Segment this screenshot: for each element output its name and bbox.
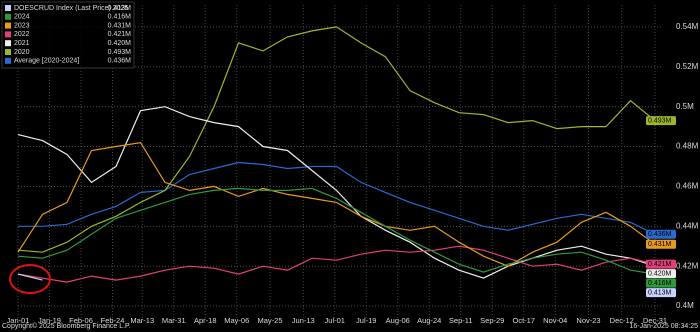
- x-tick-label: Mar-13: [130, 316, 154, 325]
- x-tick-label: Feb-24: [101, 316, 125, 325]
- x-tick-label: May-06: [224, 316, 249, 325]
- series-line: [17, 141, 656, 267]
- value-tag-label: 0.421M: [648, 261, 672, 268]
- y-tick-label: 0.42M: [676, 261, 699, 270]
- x-tick-label: Dec-12: [610, 316, 634, 325]
- legend-swatch: [5, 22, 11, 29]
- x-tick-label: Jun-13: [292, 316, 315, 325]
- legend-label: DOESCRUD Index (Last Price) 2025: [14, 5, 128, 12]
- legend-box: [1, 1, 135, 69]
- series-line: [17, 26, 656, 253]
- y-tick-label: 0.4M: [676, 301, 694, 310]
- x-tick-label: Oct-17: [512, 316, 535, 325]
- x-tick-label: Nov-23: [576, 316, 600, 325]
- highlight-circle: [9, 264, 51, 294]
- y-tick-label: 0.5M: [676, 102, 694, 111]
- value-tag: [646, 278, 676, 288]
- value-tag: [646, 116, 676, 126]
- series-line: [17, 245, 656, 283]
- value-tag-label: 0.416M: [648, 280, 672, 287]
- y-tick-label: 0.46M: [676, 182, 699, 191]
- series-line: [18, 161, 656, 235]
- value-tag: [646, 288, 676, 298]
- x-tick-label: Jul-01: [325, 316, 345, 325]
- legend-swatch: [5, 40, 11, 47]
- x-tick-label: Nov-04: [543, 316, 567, 325]
- legend-label: Average [2020-2024]: [14, 58, 79, 65]
- legend-value: 0.493M: [108, 49, 132, 56]
- legend-label: 2024: [14, 14, 30, 21]
- value-tag: [646, 239, 676, 249]
- x-tick-label: Mar-31: [162, 316, 186, 325]
- legend-value: 0.420M: [108, 40, 132, 47]
- x-tick-label: Apr-18: [194, 316, 217, 325]
- legend-swatch: [5, 31, 11, 38]
- legend-swatch: [5, 57, 11, 64]
- legend-value: 0.416M: [108, 14, 132, 21]
- series-line: [17, 187, 656, 275]
- legend-swatch: [5, 13, 11, 20]
- legend-label: 2020: [14, 49, 30, 56]
- legend-value: 0.413M: [108, 5, 132, 12]
- legend-swatch: [5, 49, 11, 55]
- x-tick-label: Dec-31: [643, 316, 667, 325]
- x-tick-label: Aug-06: [386, 316, 410, 325]
- x-tick-label: Aug-24: [417, 316, 441, 325]
- value-tag-label: 0.493M: [648, 117, 672, 124]
- value-tag-label: 0.431M: [648, 241, 672, 248]
- y-tick-label: 0.54M: [676, 22, 699, 31]
- x-tick-label: Sep-29: [480, 316, 504, 325]
- y-tick-label: 0.48M: [676, 142, 699, 151]
- x-tick-label: Jan-01: [7, 316, 30, 325]
- y-tick-label: 0.44M: [676, 221, 699, 230]
- legend-label: 2023: [14, 22, 30, 29]
- legend-value: 0.421M: [108, 31, 132, 38]
- legend-value: 0.431M: [108, 22, 132, 29]
- timestamp: 16-Jan-2025 08:34:25: [630, 323, 699, 330]
- x-tick-label: Sep-11: [449, 316, 473, 325]
- series-line: [17, 273, 43, 281]
- x-tick-label: Jan-19: [38, 316, 61, 325]
- value-tag: [646, 259, 676, 269]
- x-tick-label: Jul-19: [356, 316, 376, 325]
- y-tick-label: 0.52M: [676, 62, 699, 71]
- x-tick-label: May-25: [257, 316, 282, 325]
- legend-value: 0.436M: [108, 58, 132, 65]
- series-line: [17, 106, 656, 279]
- value-tag-label: 0.436M: [648, 231, 672, 238]
- copyright: Copyright© 2025 Bloomberg Finance L.P.: [2, 322, 131, 330]
- legend-swatch: [5, 5, 11, 11]
- legend-label: 2022: [14, 31, 30, 38]
- value-tag: [646, 229, 676, 239]
- value-tag-label: 0.420M: [648, 271, 672, 278]
- value-tag-label: 0.413M: [648, 290, 672, 297]
- legend-label: 2021: [14, 40, 30, 47]
- value-tag: [646, 269, 676, 279]
- x-tick-label: Feb-06: [69, 316, 93, 325]
